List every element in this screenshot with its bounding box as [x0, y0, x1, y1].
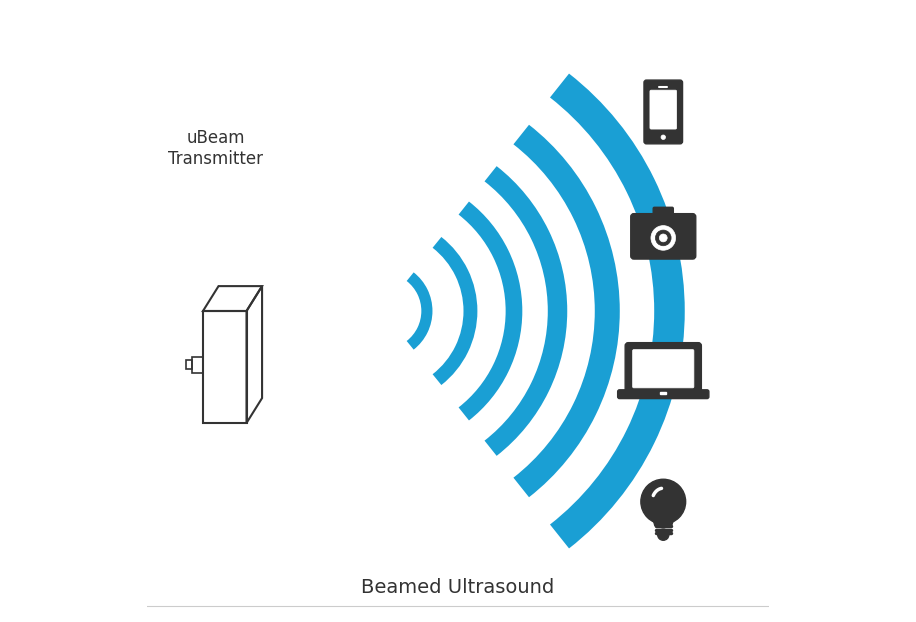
- Polygon shape: [651, 513, 676, 526]
- Circle shape: [651, 226, 676, 250]
- FancyBboxPatch shape: [617, 390, 709, 399]
- FancyBboxPatch shape: [653, 207, 673, 221]
- Text: uBeam
Transmitter: uBeam Transmitter: [168, 129, 263, 168]
- Bar: [660, 392, 666, 394]
- FancyBboxPatch shape: [633, 350, 694, 388]
- Circle shape: [660, 234, 667, 242]
- FancyBboxPatch shape: [631, 214, 696, 259]
- FancyBboxPatch shape: [650, 90, 677, 129]
- FancyBboxPatch shape: [644, 80, 682, 144]
- Bar: [186, 360, 191, 369]
- Circle shape: [658, 529, 669, 541]
- Circle shape: [661, 135, 666, 139]
- Circle shape: [656, 230, 671, 246]
- Bar: [191, 357, 203, 373]
- Text: Beamed Ultrasound: Beamed Ultrasound: [362, 578, 554, 597]
- FancyBboxPatch shape: [625, 343, 702, 395]
- Circle shape: [641, 479, 686, 524]
